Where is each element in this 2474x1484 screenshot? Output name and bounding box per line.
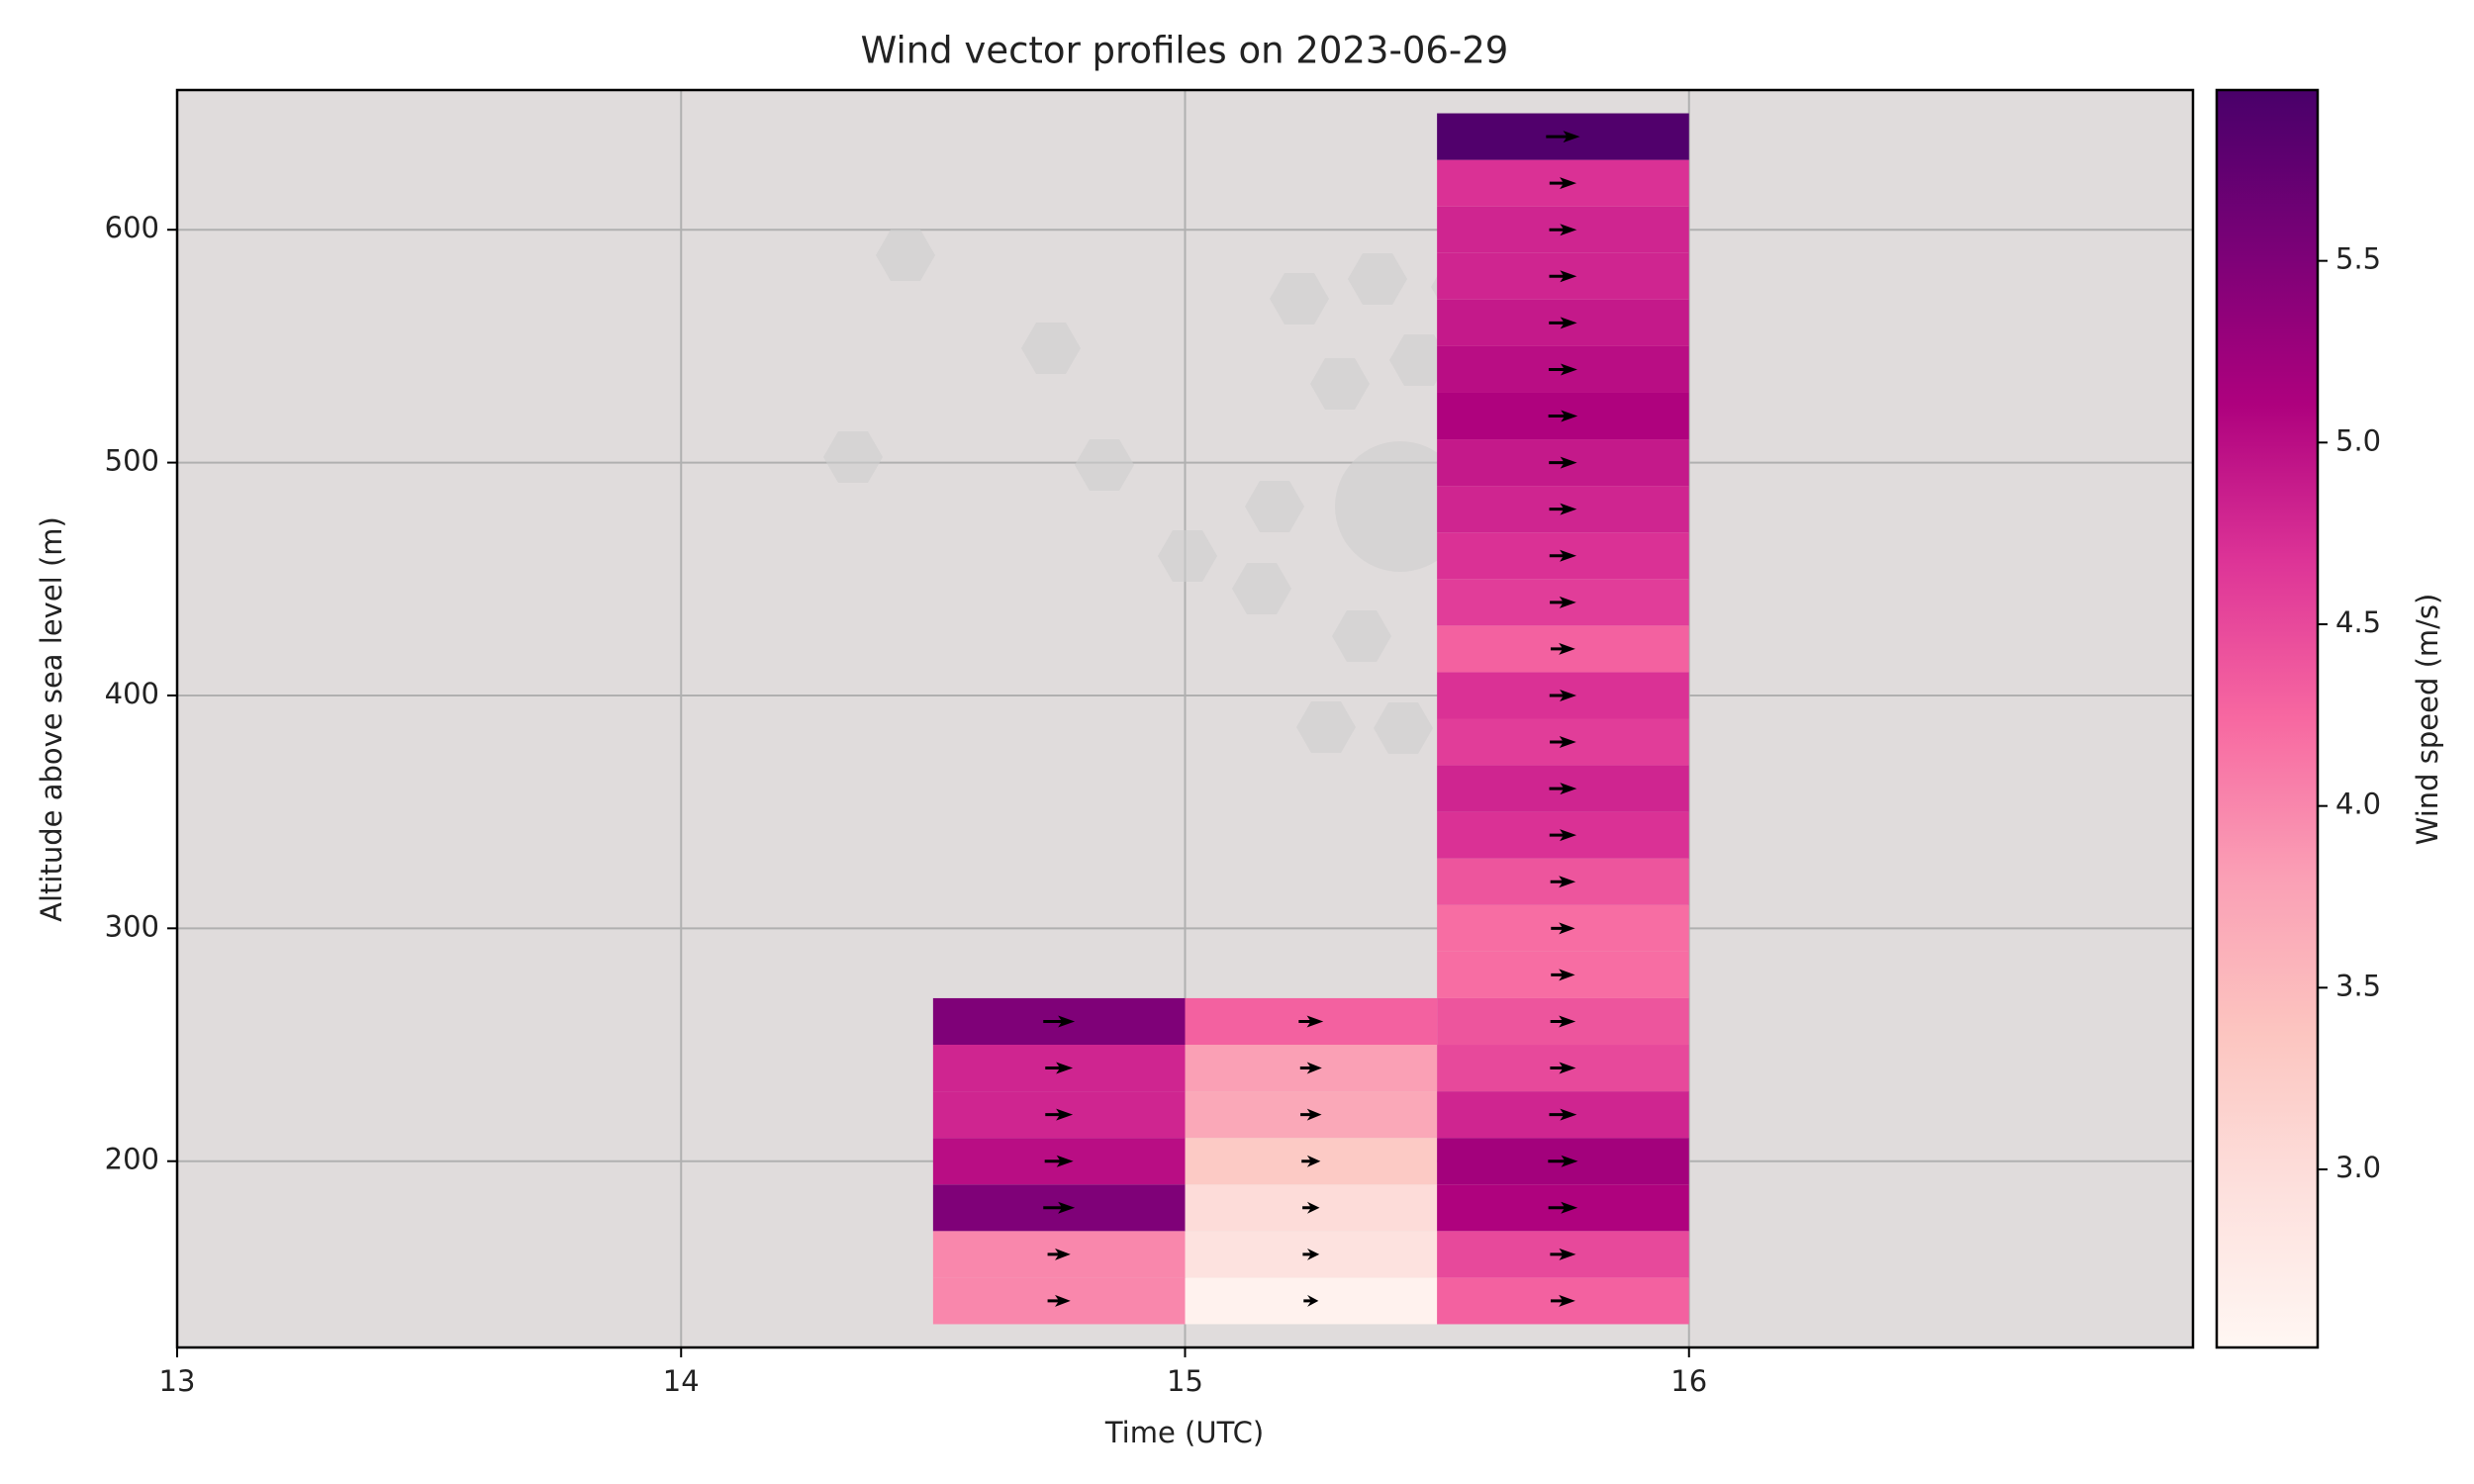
wind-arrow <box>1551 922 1575 935</box>
wind-arrow <box>1550 1294 1575 1307</box>
colorbar <box>2215 88 2320 1349</box>
colorbar-tick-label: 4.5 <box>2335 605 2381 639</box>
wind-arrow <box>1549 829 1577 842</box>
y-tick-label: 300 <box>105 909 159 943</box>
watermark <box>1270 273 1329 325</box>
wind-arrow <box>1549 689 1577 701</box>
wind-arrow <box>1546 131 1580 143</box>
wind-arrow <box>1549 503 1577 515</box>
watermark <box>1335 441 1466 572</box>
wind-arrow <box>1550 1015 1576 1028</box>
wind-arrow <box>1549 1108 1577 1121</box>
chart-title: Wind vector profiles on 2023-06-29 <box>861 30 1509 72</box>
watermark <box>1332 610 1391 662</box>
wind-arrow <box>1550 1062 1576 1074</box>
wind-arrow <box>1301 1155 1321 1167</box>
wind-arrow <box>1549 177 1577 190</box>
wind-arrow <box>1551 969 1575 981</box>
wind-arrow <box>1549 549 1577 562</box>
wind-arrow <box>1549 224 1577 236</box>
watermark <box>823 431 883 483</box>
colorbar-tick-label: 3.5 <box>2335 969 2381 1002</box>
wind-arrow <box>1298 1015 1324 1028</box>
watermark <box>1021 323 1081 374</box>
wind-arrow <box>1302 1201 1320 1214</box>
watermark <box>1245 481 1304 532</box>
wind-arrow <box>1550 642 1575 655</box>
watermark <box>1374 702 1433 754</box>
wind-arrow <box>1044 1155 1074 1167</box>
wind-arrow <box>1548 363 1577 376</box>
watermark <box>1389 334 1449 386</box>
wind-arrow <box>1550 596 1576 608</box>
wind-arrow <box>1548 1201 1578 1214</box>
colorbar-tick-label: 5.0 <box>2335 423 2381 457</box>
x-tick-label: 14 <box>663 1364 700 1398</box>
wind-arrow <box>1549 456 1577 469</box>
watermark <box>1348 253 1407 305</box>
wind-arrow <box>1302 1248 1320 1260</box>
y-tick-label: 400 <box>105 677 159 710</box>
x-tick-label: 15 <box>1167 1364 1203 1398</box>
wind-arrow <box>1299 1062 1322 1074</box>
wind-arrow <box>1549 317 1577 329</box>
watermark <box>1296 701 1356 753</box>
x-tick-label: 16 <box>1670 1364 1707 1398</box>
wind-arrow <box>1548 1155 1578 1167</box>
y-tick-label: 500 <box>105 444 159 478</box>
wind-arrow <box>1300 1108 1322 1121</box>
wind-arrow <box>1043 1015 1076 1028</box>
watermark <box>1310 358 1370 410</box>
wind-arrow <box>1043 1201 1076 1214</box>
colorbar-tick-label: 4.0 <box>2335 788 2381 821</box>
wind-arrow <box>1548 410 1578 422</box>
wind-arrow <box>1045 1108 1074 1121</box>
wind-arrow <box>1047 1248 1071 1260</box>
watermark <box>876 230 935 281</box>
watermark <box>1158 530 1217 582</box>
y-tick-label: 600 <box>105 211 159 244</box>
wind-arrow <box>1303 1294 1319 1307</box>
x-tick-label: 13 <box>159 1364 196 1398</box>
wind-arrow <box>1549 783 1577 795</box>
colorbar-tick-label: 5.5 <box>2335 242 2381 276</box>
y-axis-label: Altitude above sea level (m) <box>35 516 68 922</box>
wind-arrow <box>1047 1294 1071 1307</box>
wind-arrow <box>1550 876 1576 888</box>
colorbar-tick-label: 3.0 <box>2335 1151 2381 1184</box>
wind-arrow <box>1550 1248 1576 1260</box>
watermark <box>1075 439 1134 491</box>
colorbar-label: Wind speed (m/s) <box>2411 594 2444 846</box>
x-axis-label: Time (UTC) <box>1104 1416 1264 1449</box>
wind-arrow <box>1549 270 1577 283</box>
y-tick-label: 200 <box>105 1143 159 1176</box>
watermark <box>1232 563 1291 614</box>
wind-arrow <box>1550 736 1576 749</box>
wind-arrow <box>1045 1062 1074 1074</box>
